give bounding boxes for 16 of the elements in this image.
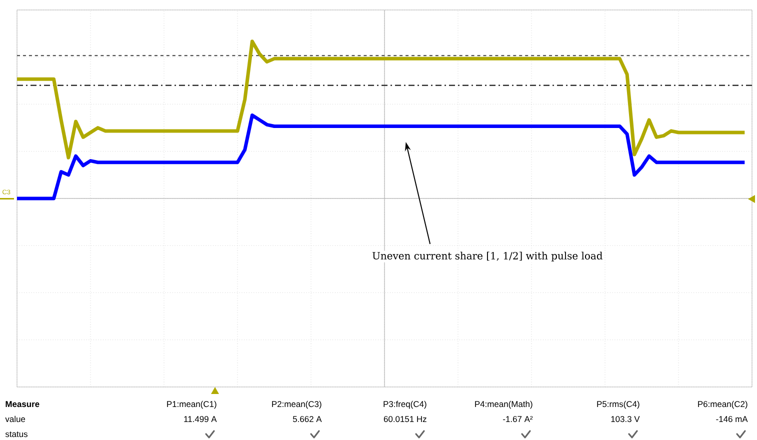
text: value [5,416,26,422]
text: 103.3 V [611,416,640,422]
text: 5.662 A [292,416,322,422]
text: Measure [6,401,40,408]
text: P3:freq(C4) [384,400,426,409]
text: P1:mean(C1) [167,400,216,409]
text: Uneven current share [1, 1/2] with pulse load [372,252,602,262]
text: -1.67 A² [503,416,533,422]
text: status [5,432,28,438]
text: -146 mA [716,416,748,422]
text: 60.0151 Hz [384,416,426,422]
text: P2:mean(C3) [272,400,322,409]
text: P6:mean(C2) [698,400,748,409]
text: P5:rms(C4) [597,400,640,409]
text: P4:mean(Math) [475,400,532,409]
text: 11.499 A [184,416,217,422]
